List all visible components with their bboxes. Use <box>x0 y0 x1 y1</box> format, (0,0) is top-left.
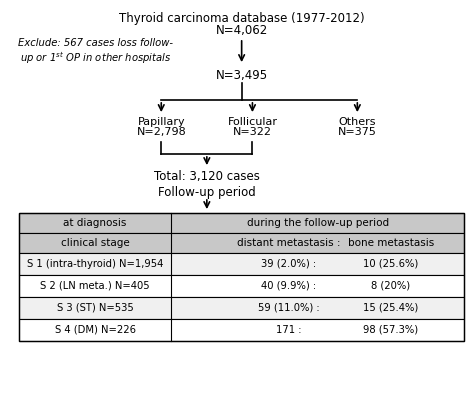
Text: S 4 (DM) N=226: S 4 (DM) N=226 <box>55 325 136 335</box>
Text: 59 (11.0%) :: 59 (11.0%) : <box>257 303 319 313</box>
Text: 39 (2.0%) :: 39 (2.0%) : <box>261 259 316 269</box>
Text: S 3 (ST) N=535: S 3 (ST) N=535 <box>57 303 134 313</box>
Text: Total: 3,120 cases: Total: 3,120 cases <box>154 169 260 182</box>
FancyBboxPatch shape <box>19 253 464 275</box>
Text: 10 (25.6%): 10 (25.6%) <box>363 259 419 269</box>
FancyBboxPatch shape <box>19 297 464 319</box>
FancyBboxPatch shape <box>19 275 464 297</box>
Text: distant metastasis :: distant metastasis : <box>237 238 340 248</box>
Text: Papillary: Papillary <box>137 117 185 127</box>
Text: N=375: N=375 <box>338 127 377 137</box>
Text: 98 (57.3%): 98 (57.3%) <box>364 325 419 335</box>
Text: during the follow-up period: during the follow-up period <box>246 218 389 228</box>
Text: N=4,062: N=4,062 <box>216 24 268 37</box>
Text: N=3,495: N=3,495 <box>216 69 268 82</box>
Text: 15 (25.4%): 15 (25.4%) <box>363 303 419 313</box>
Text: N=2,798: N=2,798 <box>137 127 186 137</box>
FancyBboxPatch shape <box>19 233 464 253</box>
Text: Follow-up period: Follow-up period <box>158 186 255 199</box>
FancyBboxPatch shape <box>19 213 464 233</box>
Text: clinical stage: clinical stage <box>61 238 129 248</box>
Text: S 2 (LN meta.) N=405: S 2 (LN meta.) N=405 <box>40 281 150 291</box>
Text: N=322: N=322 <box>233 127 272 137</box>
Text: 8 (20%): 8 (20%) <box>371 281 410 291</box>
Text: at diagnosis: at diagnosis <box>64 218 127 228</box>
FancyBboxPatch shape <box>19 319 464 341</box>
Text: bone metastasis: bone metastasis <box>348 238 434 248</box>
Text: 40 (9.9%) :: 40 (9.9%) : <box>261 281 316 291</box>
Text: Others: Others <box>338 117 376 127</box>
Text: 171 :: 171 : <box>275 325 301 335</box>
Text: Exclude: 567 cases loss follow-
up or 1$^{st}$ OP in other hospitals: Exclude: 567 cases loss follow- up or 1$… <box>18 38 173 66</box>
Text: Thyroid carcinoma database (1977-2012): Thyroid carcinoma database (1977-2012) <box>119 11 365 24</box>
Text: S 1 (intra-thyroid) N=1,954: S 1 (intra-thyroid) N=1,954 <box>27 259 163 269</box>
Text: Follicular: Follicular <box>228 117 277 127</box>
